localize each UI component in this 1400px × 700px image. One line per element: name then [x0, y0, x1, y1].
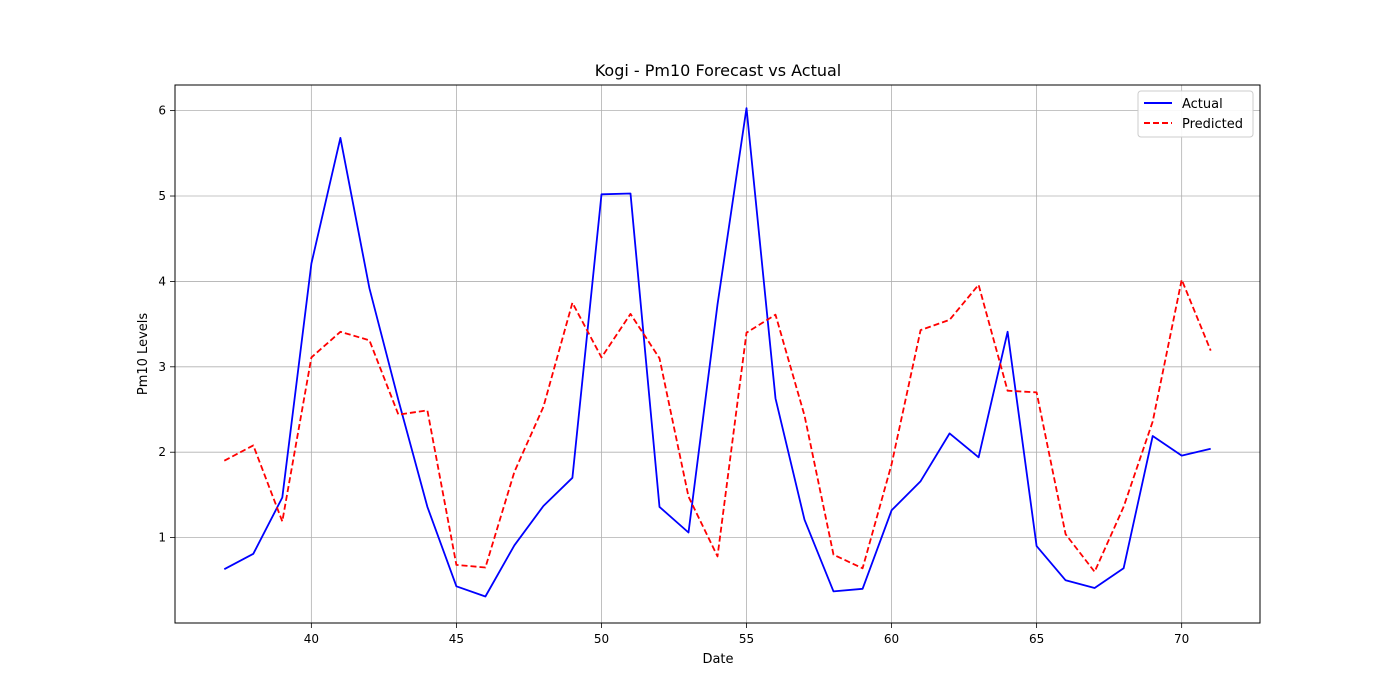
y-tick-label: 3: [158, 360, 166, 374]
x-tick-label: 70: [1174, 632, 1189, 646]
y-tick-label: 2: [158, 445, 166, 459]
x-tick-label: 40: [304, 632, 319, 646]
series-line-predicted: [223, 278, 1212, 573]
x-tick-label: 50: [594, 632, 609, 646]
x-tick-label: 55: [739, 632, 754, 646]
x-axis-label: Date: [702, 652, 733, 667]
x-tick-label: 45: [449, 632, 464, 646]
plot-series: [223, 107, 1212, 598]
grid: [175, 85, 1260, 623]
x-tick-label: 60: [884, 632, 899, 646]
chart-title: Kogi - Pm10 Forecast vs Actual: [595, 61, 842, 80]
y-tick-label: 4: [158, 274, 166, 288]
y-tick-label: 1: [158, 531, 166, 545]
y-tick-label: 6: [158, 104, 166, 118]
y-axis-label: Pm10 Levels: [136, 313, 151, 395]
x-tick-label: 65: [1029, 632, 1044, 646]
series-line-actual: [223, 107, 1211, 598]
legend-predicted-label: Predicted: [1182, 117, 1243, 132]
legend-actual-label: Actual: [1182, 97, 1223, 112]
legend: Actual Predicted: [1137, 90, 1254, 138]
y-tick-label: 5: [158, 189, 166, 203]
plot-frame: [174, 84, 1261, 624]
